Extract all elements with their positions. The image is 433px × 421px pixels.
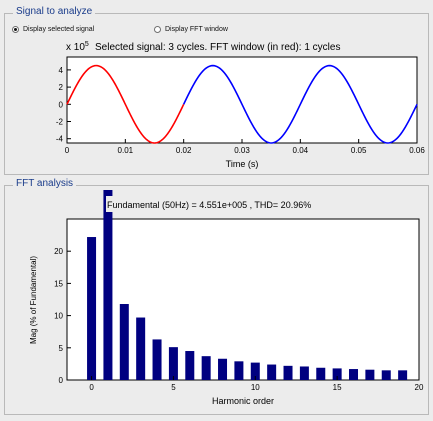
- fft-xtick-label: 10: [251, 383, 260, 392]
- signal-panel-title: Signal to analyze: [13, 6, 96, 17]
- radio-selected-indicator: [12, 26, 19, 33]
- signal-plot: x 105 Selected signal: 3 cycles. FFT win…: [56, 41, 425, 169]
- fft-xtick-label: 15: [333, 383, 342, 392]
- signal-xtick-label: 0.03: [234, 146, 250, 155]
- signal-ytick-label: -2: [56, 118, 64, 127]
- harmonic-bar: [250, 362, 260, 380]
- fft-xtick-label: 0: [89, 383, 94, 392]
- fft-ytick-label: 10: [54, 312, 63, 321]
- harmonic-bar: [332, 368, 342, 380]
- harmonic-bar: [201, 356, 211, 380]
- harmonic-bar: [267, 364, 277, 380]
- signal-xtick-label: 0: [65, 146, 70, 155]
- fft-ytick-label: 15: [54, 279, 63, 288]
- harmonic-bar: [365, 369, 375, 380]
- display-fft-window-radio[interactable]: Display FFT window: [154, 26, 228, 33]
- harmonic-bar: [136, 317, 146, 380]
- display-selected-signal-radio[interactable]: Display selected signal: [12, 26, 94, 33]
- harmonic-bar: [283, 365, 293, 380]
- fft-ylabel: Mag (% of Fundamental): [29, 256, 38, 344]
- signal-exponent-label: x 105: [66, 41, 89, 53]
- signal-xtick-label: 0.05: [351, 146, 367, 155]
- harmonic-bar: [234, 361, 244, 380]
- selected-signal-trace: [182, 64, 418, 144]
- fft-xtick-label: 5: [171, 383, 176, 392]
- signal-plot-axes: [66, 56, 418, 144]
- harmonic-bar: [103, 190, 113, 380]
- fft-window-trace: [66, 64, 185, 144]
- signal-xtick-label: 0.01: [118, 146, 134, 155]
- harmonic-bar: [316, 367, 326, 380]
- display-selected-signal-label: Display selected signal: [23, 26, 95, 33]
- harmonic-bar: [87, 237, 97, 380]
- harmonic-bar: [152, 339, 162, 380]
- fft-title-background: [106, 196, 376, 212]
- harmonic-bar: [381, 370, 391, 380]
- fft-ytick-label: 0: [59, 376, 64, 385]
- harmonic-bar: [119, 304, 129, 380]
- fft-xtick-label: 20: [415, 383, 424, 392]
- signal-panel: Signal to analyze: [4, 6, 429, 175]
- signal-xtick-label: 0.06: [409, 146, 425, 155]
- signal-ytick-label: 4: [59, 66, 64, 75]
- signal-ytick-label: 0: [59, 100, 64, 109]
- fft-panel-title: FFT analysis: [13, 178, 77, 189]
- harmonic-bar: [168, 347, 178, 380]
- signal-xtick-label: 0.02: [176, 146, 192, 155]
- signal-ytick-label: 2: [59, 83, 64, 92]
- harmonic-bar: [398, 370, 408, 380]
- signal-plot-title: Selected signal: 3 cycles. FFT window (i…: [95, 42, 340, 53]
- harmonic-bar: [299, 366, 309, 380]
- signal-xlabel: Time (s): [226, 159, 259, 169]
- fft-plot-title: Fundamental (50Hz) = 4.551e+005 , THD= 2…: [107, 200, 311, 210]
- display-fft-window-label: Display FFT window: [165, 26, 228, 33]
- fft-ytick-label: 20: [54, 247, 63, 256]
- signal-xtick-label: 0.04: [293, 146, 309, 155]
- harmonic-bar: [349, 369, 359, 380]
- fft-xlabel: Harmonic order: [212, 396, 274, 406]
- harmonic-bar: [185, 351, 195, 380]
- harmonic-bar: [218, 358, 228, 380]
- fft-panel: FFT analysis: [4, 178, 429, 415]
- signal-ytick-label: -4: [56, 135, 64, 144]
- radio-fft-indicator: [154, 26, 161, 33]
- fft-ytick-label: 5: [59, 344, 64, 353]
